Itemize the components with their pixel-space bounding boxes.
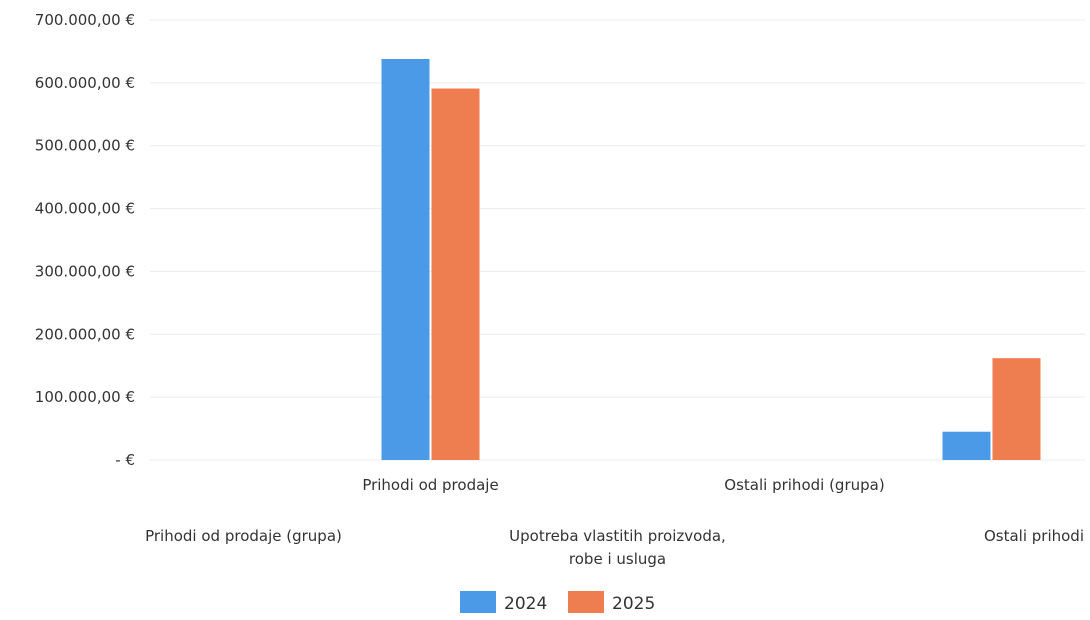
gridlines (150, 19, 1085, 461)
y-tick-label: - € (115, 451, 135, 469)
legend-swatch-2025 (568, 591, 604, 613)
legend: 2024 2025 (460, 591, 655, 614)
legend-label-2025: 2025 (612, 594, 655, 614)
bar-2025-1 (431, 88, 480, 460)
x-axis-labels: Prihodi od prodaje (grupa) Prihodi od pro… (145, 476, 1084, 568)
bars (381, 58, 1041, 460)
y-tick-label: 500.000,00 € (35, 137, 135, 155)
bar-2024-4 (942, 431, 991, 460)
y-tick-label: 600.000,00 € (35, 74, 135, 92)
y-tick-label: 400.000,00 € (35, 200, 135, 218)
x-tick-label: Prihodi od prodaje (grupa) (145, 527, 342, 545)
bar-2025-4 (992, 358, 1041, 460)
bar-2024-1 (381, 58, 430, 460)
x-tick-label: Ostali prihodi (grupa) (724, 476, 884, 494)
x-tick-label: Prihodi od prodaje (362, 476, 498, 494)
y-axis-ticks: - € 100.000,00 € 200.000,00 € 300.000,00 € 4… (35, 11, 135, 469)
legend-swatch-2024 (460, 591, 496, 613)
x-tick-label: Upotreba vlastitih proizvoda, robe i uslu… (509, 527, 726, 568)
y-tick-label: 100.000,00 € (35, 388, 135, 406)
legend-label-2024: 2024 (504, 594, 547, 614)
x-tick-label: Ostali prihodi (984, 527, 1084, 545)
y-tick-label: 200.000,00 € (35, 325, 135, 343)
y-tick-label: 300.000,00 € (35, 262, 135, 280)
y-tick-label: 700.000,00 € (35, 11, 135, 29)
